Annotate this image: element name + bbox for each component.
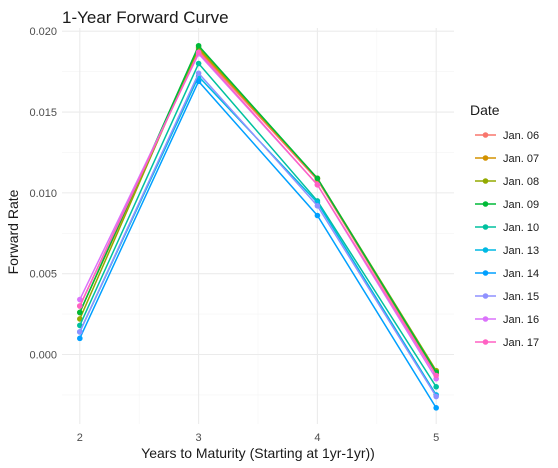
legend-key-point — [482, 155, 489, 161]
legend-label: Jan. 15 — [503, 291, 539, 303]
data-point — [314, 175, 321, 182]
series-layer — [77, 42, 439, 411]
axes: 2 3 4 5 0.000 0.005 0.010 0.015 0.020 — [29, 26, 439, 444]
legend-key-point — [482, 316, 489, 322]
legend-item: Jan. 09 — [475, 199, 539, 211]
y-tick-label: 0.015 — [29, 107, 57, 119]
grid — [62, 28, 454, 424]
legend-key-point — [482, 201, 489, 207]
legend-title: Date — [470, 102, 500, 118]
data-point — [195, 42, 202, 49]
x-axis-title: Years to Maturity (Starting at 1yr-1yr)) — [141, 445, 375, 461]
legend-item: Jan. 15 — [475, 291, 539, 303]
data-point — [433, 405, 439, 411]
data-point — [433, 372, 439, 379]
data-point — [314, 202, 321, 209]
x-tick-label: 4 — [314, 432, 320, 444]
legend: Date Jan. 06 Jan. 07 Jan. 08 Jan. 09 Jan. 10… — [470, 102, 539, 349]
legend-item: Jan. 10 — [475, 222, 539, 234]
x-tick-label: 5 — [433, 432, 439, 444]
legend-key-point — [482, 247, 489, 253]
series-line — [79, 50, 437, 376]
legend-key-point — [482, 178, 489, 184]
series-group — [77, 70, 439, 400]
data-point — [77, 329, 83, 335]
series-line — [79, 71, 437, 397]
legend-item: Jan. 06 — [475, 130, 539, 142]
legend-label: Jan. 08 — [503, 176, 539, 188]
legend-label: Jan. 14 — [503, 268, 539, 280]
data-point — [195, 70, 202, 77]
x-tick-label: 3 — [196, 432, 202, 444]
y-tick-label: 0.005 — [29, 269, 57, 281]
legend-label: Jan. 16 — [503, 314, 539, 326]
legend-key-point — [482, 224, 489, 230]
legend-label: Jan. 13 — [503, 245, 539, 257]
data-point — [77, 303, 83, 309]
data-point — [195, 49, 202, 56]
series-group — [77, 49, 439, 379]
data-point — [433, 393, 439, 400]
legend-item: Jan. 07 — [475, 153, 539, 165]
series-group — [77, 78, 439, 411]
legend-label: Jan. 07 — [503, 153, 539, 165]
legend-label: Jan. 06 — [503, 130, 539, 142]
legend-key-point — [482, 270, 489, 276]
y-tick-label: 0.010 — [29, 188, 57, 200]
legend-item: Jan. 14 — [475, 268, 539, 280]
legend-key-point — [482, 293, 489, 299]
series-line — [79, 79, 437, 409]
legend-item: Jan. 13 — [475, 245, 539, 257]
data-point — [77, 309, 83, 316]
x-tick-label: 2 — [77, 432, 83, 444]
data-point — [77, 335, 83, 342]
legend-label: Jan. 17 — [503, 337, 539, 349]
data-point — [195, 78, 202, 85]
legend-item: Jan. 16 — [475, 314, 539, 326]
data-point — [314, 212, 321, 219]
data-point — [77, 296, 83, 303]
legend-item: Jan. 08 — [475, 176, 539, 188]
y-tick-label: 0.020 — [29, 26, 57, 38]
data-point — [77, 322, 83, 329]
legend-label: Jan. 10 — [503, 222, 539, 234]
legend-key-point — [482, 132, 489, 138]
data-point — [77, 316, 83, 322]
data-point — [433, 384, 439, 390]
legend-item: Jan. 17 — [475, 337, 539, 349]
legend-label: Jan. 09 — [503, 199, 539, 211]
series-line — [79, 62, 437, 388]
chart-title: 1-Year Forward Curve — [62, 8, 229, 27]
y-axis-title: Forward Rate — [5, 189, 21, 274]
data-point — [195, 60, 202, 67]
legend-key-point — [482, 339, 489, 345]
y-tick-label: 0.000 — [29, 349, 57, 361]
data-point — [314, 181, 321, 188]
